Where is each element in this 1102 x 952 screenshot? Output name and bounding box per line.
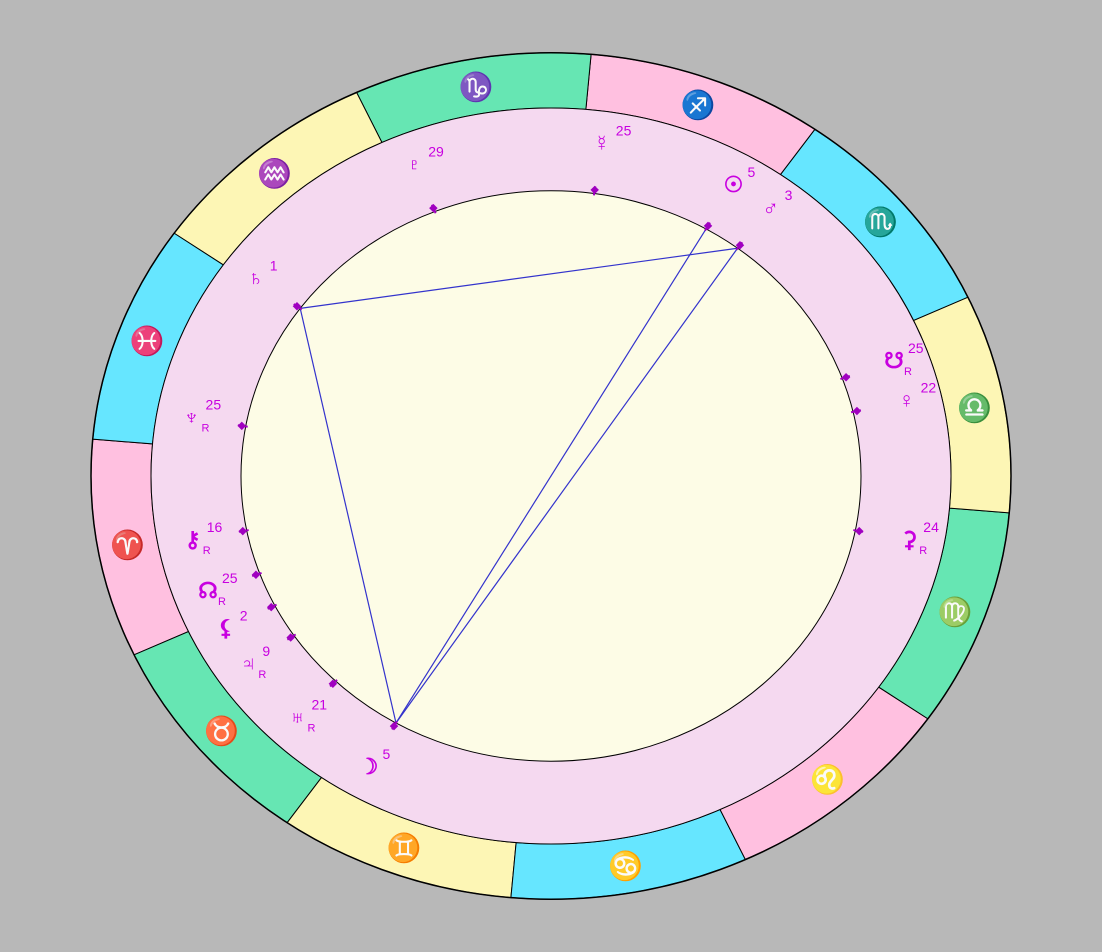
- planet-retrograde-ceres: R: [919, 545, 927, 557]
- planet-glyph-pluto: ♇: [406, 152, 423, 177]
- planet-glyph-south-node: ☋: [884, 348, 904, 373]
- zodiac-glyph-sagittarius: ♐: [681, 88, 716, 121]
- planet-degree-saturn: 1: [270, 258, 278, 274]
- planet-degree-mars: 3: [785, 187, 793, 203]
- zodiac-glyph-capricorn: ♑: [459, 70, 494, 103]
- zodiac-glyph-aquarius: ♒: [257, 157, 292, 190]
- planet-degree-ceres: 24: [923, 519, 939, 535]
- planet-degree-lilith: 2: [240, 607, 248, 623]
- planet-degree-moon: 5: [383, 746, 391, 762]
- planet-glyph-mars: ♂: [762, 195, 779, 220]
- zodiac-glyph-scorpio: ♏: [863, 206, 898, 239]
- planet-glyph-uranus: ♅: [289, 705, 306, 730]
- natal-chart: ♈♉♊♋♌♍♎♏♐♑♒♓☉5♂3☿25♇29♄1♆25R⚷16R☊25R⚸2♃9…: [0, 0, 1102, 952]
- planet-degree-sun: 5: [748, 164, 756, 180]
- planet-degree-mercury: 25: [616, 122, 632, 138]
- planet-glyph-mercury: ☿: [594, 130, 611, 155]
- planet-glyph-moon: ☽: [359, 754, 379, 779]
- planet-glyph-neptune: ♆: [183, 405, 200, 430]
- zodiac-glyph-aries: ♈: [110, 529, 145, 562]
- zodiac-glyph-cancer: ♋: [608, 850, 643, 883]
- planet-glyph-jupiter: ♃: [240, 651, 257, 676]
- planet-retrograde-uranus: R: [307, 723, 315, 735]
- zodiac-glyph-leo: ♌: [810, 763, 845, 796]
- planet-glyph-sun: ☉: [724, 172, 744, 197]
- zodiac-glyph-pisces: ♓: [129, 325, 164, 358]
- planet-degree-uranus: 21: [311, 697, 327, 713]
- planet-degree-north-node: 25: [222, 570, 238, 586]
- planet-degree-jupiter: 9: [262, 643, 270, 659]
- planet-retrograde-south-node: R: [904, 366, 912, 378]
- planet-degree-pluto: 29: [428, 144, 444, 160]
- planet-retrograde-jupiter: R: [258, 669, 266, 681]
- planet-glyph-saturn: ♄: [247, 266, 264, 291]
- planet-degree-venus: 22: [921, 379, 937, 395]
- planet-retrograde-chiron: R: [203, 545, 211, 557]
- planet-degree-chiron: 16: [207, 519, 223, 535]
- zodiac-glyph-libra: ♎: [957, 391, 992, 424]
- zodiac-glyph-gemini: ♊: [386, 832, 421, 865]
- planet-glyph-north-node: ☊: [198, 578, 218, 603]
- planet-retrograde-neptune: R: [202, 423, 210, 435]
- planet-glyph-chiron: ⚷: [185, 527, 201, 552]
- planet-degree-south-node: 25: [908, 340, 924, 356]
- planet-glyph-venus: ♀: [898, 387, 915, 412]
- planet-degree-neptune: 25: [206, 397, 222, 413]
- planet-glyph-ceres: ⚳: [901, 527, 917, 552]
- zodiac-glyph-virgo: ♍: [938, 595, 973, 628]
- planet-glyph-lilith: ⚸: [218, 615, 234, 640]
- planet-retrograde-north-node: R: [218, 596, 226, 608]
- zodiac-glyph-taurus: ♉: [204, 714, 239, 747]
